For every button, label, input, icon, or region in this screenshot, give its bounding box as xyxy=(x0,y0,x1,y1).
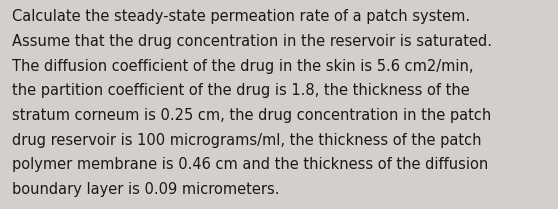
Text: Calculate the steady-state permeation rate of a patch system.: Calculate the steady-state permeation ra… xyxy=(12,9,470,24)
Text: drug reservoir is 100 micrograms/ml, the thickness of the patch: drug reservoir is 100 micrograms/ml, the… xyxy=(12,133,482,148)
Text: the partition coefficient of the drug is 1.8, the thickness of the: the partition coefficient of the drug is… xyxy=(12,83,470,98)
Text: Assume that the drug concentration in the reservoir is saturated.: Assume that the drug concentration in th… xyxy=(12,34,492,49)
Text: polymer membrane is 0.46 cm and the thickness of the diffusion: polymer membrane is 0.46 cm and the thic… xyxy=(12,157,488,172)
Text: boundary layer is 0.09 micrometers.: boundary layer is 0.09 micrometers. xyxy=(12,182,280,197)
Text: stratum corneum is 0.25 cm, the drug concentration in the patch: stratum corneum is 0.25 cm, the drug con… xyxy=(12,108,492,123)
Text: The diffusion coefficient of the drug in the skin is 5.6 cm2/min,: The diffusion coefficient of the drug in… xyxy=(12,59,474,74)
